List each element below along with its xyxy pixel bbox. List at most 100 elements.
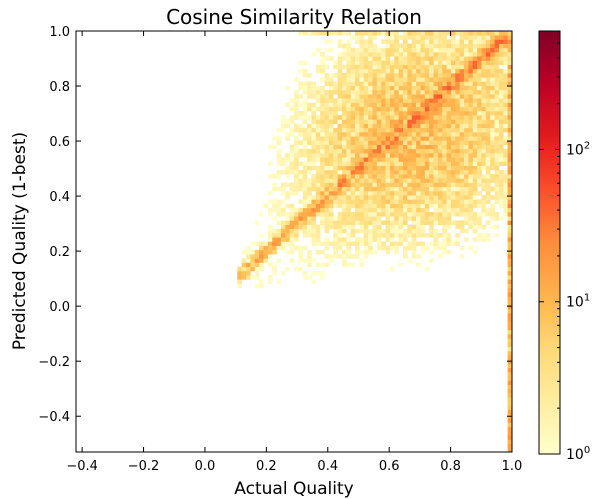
heatmap-cell bbox=[285, 119, 290, 124]
heatmap-cell bbox=[429, 186, 434, 192]
heatmap-cell bbox=[446, 249, 452, 255]
heatmap-cell bbox=[494, 127, 500, 133]
heatmap-cell bbox=[485, 56, 491, 61]
heatmap-cell bbox=[420, 233, 426, 238]
heatmap-cell bbox=[433, 31, 439, 36]
heatmap-cell bbox=[328, 161, 334, 167]
heatmap-cell bbox=[481, 115, 487, 120]
heatmap-cell bbox=[363, 31, 369, 36]
heatmap-cell bbox=[267, 161, 273, 167]
heatmap-cell bbox=[468, 224, 474, 230]
heatmap-cell bbox=[250, 254, 256, 259]
heatmap-cell bbox=[341, 241, 347, 247]
heatmap-cell bbox=[407, 52, 413, 57]
heatmap-cell bbox=[333, 195, 338, 200]
heatmap-cell bbox=[477, 110, 482, 116]
heatmap-cell bbox=[437, 89, 443, 95]
heatmap-cell bbox=[324, 56, 330, 61]
heatmap-cell bbox=[385, 47, 391, 53]
heatmap-cell bbox=[455, 237, 460, 242]
heatmap-cell bbox=[254, 241, 260, 247]
heatmap-cell bbox=[359, 119, 365, 124]
heatmap-cell bbox=[459, 43, 465, 49]
heatmap-cell bbox=[381, 199, 386, 204]
heatmap-cell bbox=[424, 106, 430, 112]
heatmap-cell bbox=[372, 110, 378, 116]
heatmap-cell bbox=[468, 115, 474, 120]
heatmap-cell bbox=[507, 401, 512, 406]
heatmap-cell bbox=[359, 81, 365, 87]
heatmap-cell bbox=[363, 157, 369, 162]
heatmap-cell bbox=[437, 241, 443, 247]
heatmap-cell bbox=[341, 178, 347, 183]
heatmap-cell bbox=[350, 136, 356, 141]
heatmap-cell bbox=[464, 161, 469, 167]
heatmap-cell bbox=[346, 119, 351, 124]
heatmap-cell bbox=[359, 123, 365, 129]
heatmap-cell bbox=[328, 199, 334, 204]
heatmap-cell bbox=[416, 220, 421, 225]
heatmap-cell bbox=[346, 68, 351, 74]
heatmap-cell bbox=[368, 64, 373, 70]
heatmap-cell bbox=[507, 372, 512, 377]
heatmap-cell bbox=[403, 165, 408, 171]
heatmap-cell bbox=[481, 47, 487, 53]
heatmap-cell bbox=[302, 178, 308, 183]
heatmap-cell bbox=[472, 186, 478, 192]
heatmap-cell bbox=[276, 237, 282, 242]
heatmap-cell bbox=[289, 224, 295, 230]
heatmap-cell bbox=[464, 39, 469, 44]
heatmap-cell bbox=[350, 119, 356, 124]
heatmap-cell bbox=[459, 35, 465, 40]
heatmap-cell bbox=[315, 165, 321, 171]
heatmap-cell bbox=[398, 169, 404, 175]
heatmap-cell bbox=[385, 228, 391, 234]
heatmap-cell bbox=[503, 212, 508, 217]
heatmap-cell bbox=[311, 216, 317, 221]
heatmap-cell bbox=[429, 110, 434, 116]
heatmap-cell bbox=[359, 203, 365, 209]
heatmap-cell bbox=[433, 39, 439, 44]
heatmap-cell bbox=[302, 245, 308, 251]
heatmap-cell bbox=[433, 89, 439, 95]
heatmap-cell bbox=[298, 245, 304, 251]
heatmap-cell bbox=[429, 195, 434, 200]
heatmap-cell bbox=[472, 199, 478, 204]
y-tick-label: 0.8 bbox=[49, 80, 70, 95]
heatmap-cell bbox=[411, 165, 417, 171]
heatmap-cell bbox=[464, 60, 469, 65]
heatmap-cell bbox=[485, 186, 491, 192]
heatmap-cell bbox=[420, 203, 426, 209]
heatmap-cell bbox=[416, 195, 421, 200]
heatmap-cell bbox=[494, 161, 500, 167]
heatmap-cell bbox=[355, 60, 360, 65]
heatmap-cell bbox=[507, 56, 512, 61]
heatmap-cell bbox=[507, 393, 512, 398]
heatmap-cell bbox=[302, 31, 308, 36]
heatmap-cell bbox=[455, 165, 460, 171]
heatmap-cell bbox=[498, 119, 504, 124]
heatmap-cell bbox=[355, 212, 360, 217]
heatmap-cell bbox=[376, 94, 382, 99]
heatmap-cell bbox=[307, 169, 312, 175]
heatmap-cell bbox=[294, 186, 299, 192]
heatmap-cell bbox=[398, 212, 404, 217]
heatmap-cell bbox=[477, 190, 482, 196]
heatmap-cell bbox=[280, 241, 286, 247]
heatmap-cell bbox=[368, 39, 373, 44]
heatmap-cell bbox=[280, 237, 286, 242]
heatmap-cell bbox=[398, 144, 404, 150]
heatmap-cell bbox=[498, 123, 504, 129]
heatmap-cell bbox=[267, 275, 273, 280]
heatmap-cell bbox=[455, 148, 460, 154]
heatmap-cell bbox=[494, 56, 500, 61]
heatmap-cell bbox=[311, 52, 317, 57]
heatmap-cell bbox=[416, 77, 421, 82]
heatmap-cell bbox=[359, 127, 365, 133]
heatmap-cell bbox=[398, 220, 404, 225]
heatmap-cell bbox=[507, 153, 512, 158]
heatmap-cell bbox=[477, 119, 482, 124]
heatmap-cell bbox=[328, 144, 334, 150]
heatmap-cell bbox=[381, 64, 386, 70]
heatmap-cell bbox=[411, 216, 417, 221]
